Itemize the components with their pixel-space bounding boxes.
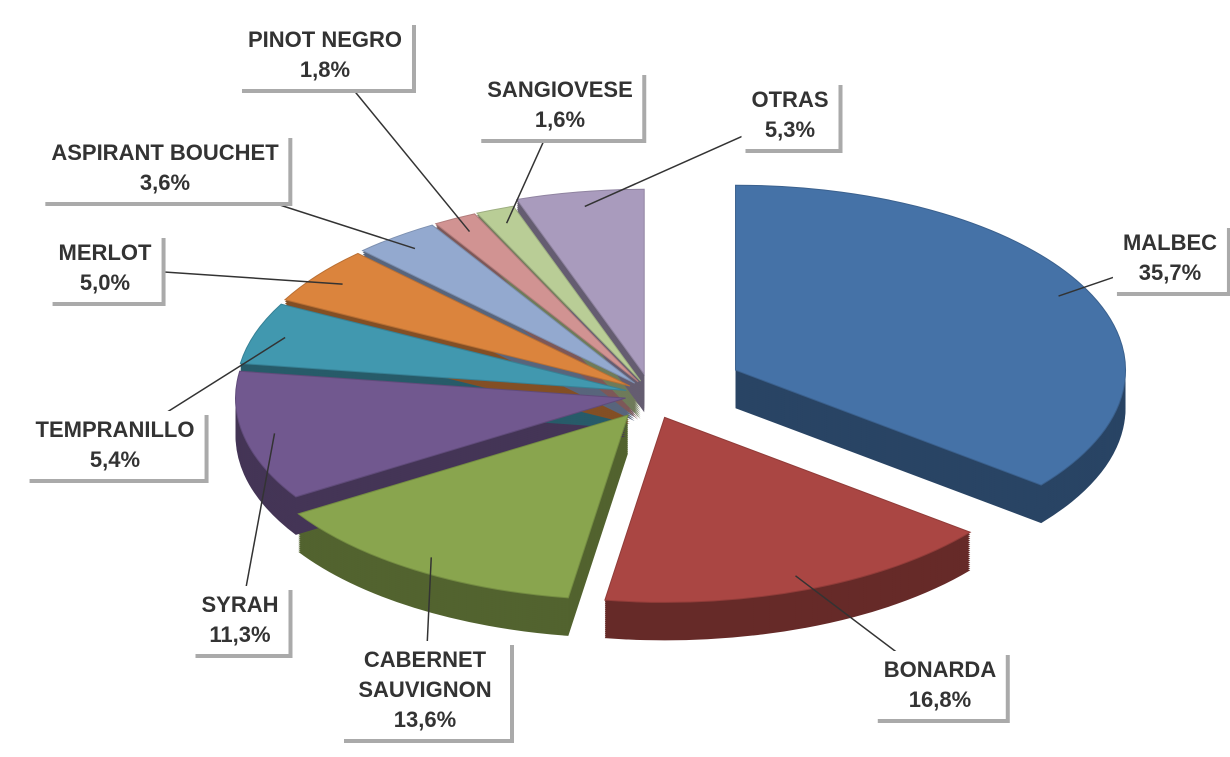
- value-label: 3,6%: [139, 170, 191, 195]
- category-label: MALBEC: [1122, 230, 1218, 255]
- category-label: OTRAS: [751, 87, 829, 112]
- pie: [235, 184, 1127, 641]
- value-label: 1,6%: [534, 107, 586, 132]
- data-label: CABERNET SAUVIGNON 13,6%: [340, 641, 510, 739]
- slice: [735, 184, 1127, 486]
- value-label: 5,0%: [79, 270, 131, 295]
- data-label: SYRAH 11,3%: [191, 586, 289, 654]
- slice: [361, 224, 635, 384]
- data-label: MERLOT 5,0%: [48, 234, 162, 302]
- category-label: MERLOT: [58, 240, 152, 265]
- category-label: BONARDA: [883, 657, 997, 682]
- category-label: TEMPRANILLO: [35, 417, 195, 442]
- data-label: BONARDA 16,8%: [873, 651, 1007, 719]
- data-label: SANGIOVESE 1,6%: [477, 71, 643, 139]
- slice: [297, 414, 629, 599]
- value-label: 5,4%: [89, 447, 141, 472]
- value-label: 11,3%: [209, 622, 271, 647]
- data-label: ASPIRANT BOUCHET 3,6%: [41, 134, 289, 202]
- category-label: ASPIRANT BOUCHET: [51, 140, 279, 165]
- data-label: OTRAS 5,3%: [741, 81, 839, 149]
- slice: [475, 205, 642, 382]
- value-label: 5,3%: [764, 117, 816, 142]
- category-label: SYRAH: [201, 592, 279, 617]
- slice: [434, 213, 639, 383]
- slice: [604, 416, 972, 603]
- slice: [239, 303, 627, 391]
- value-label: 13,6%: [393, 707, 457, 732]
- data-label: MALBEC 35,7%: [1112, 224, 1228, 292]
- value-label: 16,8%: [908, 687, 972, 712]
- slice: [283, 252, 631, 387]
- category-label: CABERNET SAUVIGNON: [358, 647, 492, 702]
- value-label: 1,8%: [299, 57, 351, 82]
- data-label: PINOT NEGRO 1,8%: [237, 21, 413, 89]
- category-label: SANGIOVESE: [487, 77, 633, 102]
- slice: [235, 370, 626, 498]
- category-label: PINOT NEGRO: [247, 27, 403, 52]
- value-label: 35,7%: [1138, 260, 1202, 285]
- data-label: TEMPRANILLO 5,4%: [25, 411, 205, 479]
